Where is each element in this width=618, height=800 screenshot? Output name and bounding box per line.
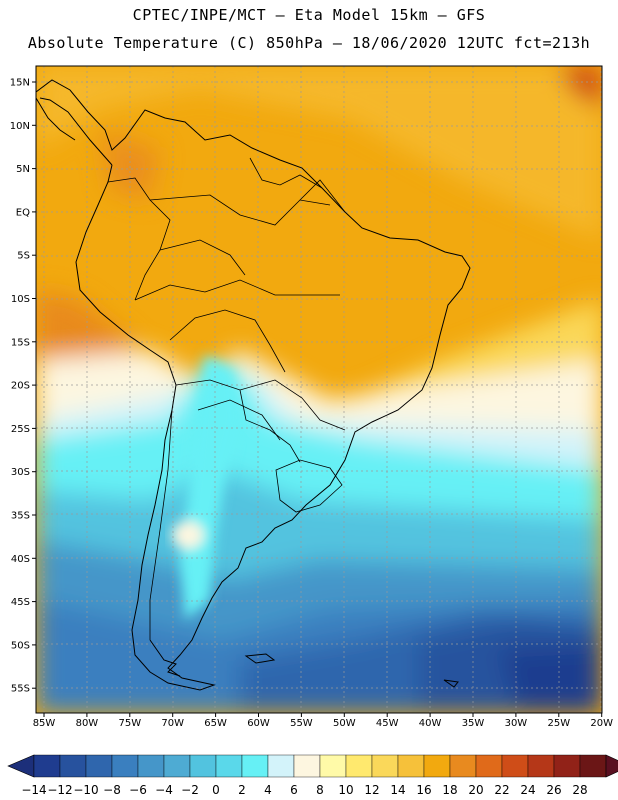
lat-label: 30S bbox=[11, 467, 30, 478]
lon-label: 75W bbox=[118, 718, 141, 729]
colorbar-swatch bbox=[449, 754, 477, 778]
colorbar-min-arrow bbox=[7, 754, 35, 778]
lat-label: EQ bbox=[16, 207, 30, 218]
colorbar-swatch bbox=[293, 754, 321, 778]
lon-label: 55W bbox=[290, 718, 313, 729]
lat-label: 10N bbox=[10, 121, 30, 132]
lat-label: 5N bbox=[16, 164, 30, 175]
colorbar-swatch bbox=[163, 754, 191, 778]
title-line-2: Absolute Temperature (C) 850hPa – 18/06/… bbox=[27, 34, 591, 52]
colorbar-swatch bbox=[85, 754, 113, 778]
colorbar-label: 22 bbox=[494, 783, 509, 797]
colorbar-label: −8 bbox=[103, 783, 121, 797]
colorbar-label: 4 bbox=[264, 783, 272, 797]
lat-label: 40S bbox=[11, 554, 30, 565]
colorbar-swatch bbox=[267, 754, 295, 778]
colorbar-swatch bbox=[501, 754, 529, 778]
lon-label: 45W bbox=[376, 718, 399, 729]
temperature-field bbox=[36, 66, 602, 713]
lon-label: 35W bbox=[462, 718, 485, 729]
lat-label: 55S bbox=[11, 684, 30, 695]
lat-label: 10S bbox=[11, 294, 30, 305]
colorbar-swatch bbox=[345, 754, 373, 778]
colorbar-label: 16 bbox=[416, 783, 431, 797]
latitude-axis: 15N 10N 5N EQ 5S 10S 15S 20S 25S 30S 35S 40S 45S 50S 5… bbox=[10, 78, 36, 695]
colorbar-swatch bbox=[553, 754, 581, 778]
lon-label: 20W bbox=[590, 718, 613, 729]
colorbar-label: 10 bbox=[338, 783, 353, 797]
gridlines bbox=[36, 66, 602, 713]
colorbar-label: 26 bbox=[546, 783, 561, 797]
colorbar-label: 28 bbox=[572, 783, 587, 797]
colorbar-label: −12 bbox=[47, 783, 72, 797]
map-frame bbox=[35, 65, 603, 714]
colorbar-label: 8 bbox=[316, 783, 324, 797]
colorbar-label: 6 bbox=[290, 783, 298, 797]
colorbar-label: 14 bbox=[390, 783, 405, 797]
lon-label: 60W bbox=[247, 718, 270, 729]
coastlines bbox=[36, 79, 471, 691]
colorbar-swatch bbox=[137, 754, 165, 778]
colorbar-label: −14 bbox=[21, 783, 46, 797]
colorbar-swatch bbox=[319, 754, 347, 778]
lat-label: 50S bbox=[11, 640, 30, 651]
lon-label: 85W bbox=[33, 718, 56, 729]
colorbar-swatch bbox=[475, 754, 503, 778]
lon-label: 80W bbox=[76, 718, 99, 729]
lon-label: 50W bbox=[333, 718, 356, 729]
colorbar-label: −10 bbox=[73, 783, 98, 797]
colorbar-swatch bbox=[241, 754, 269, 778]
colorbar-swatch bbox=[33, 754, 61, 778]
lat-label: 45S bbox=[11, 597, 30, 608]
lon-label: 40W bbox=[419, 718, 442, 729]
lat-label: 20S bbox=[11, 381, 30, 392]
colorbar-swatch bbox=[215, 754, 243, 778]
colorbar: −14 −12 −10 −8 −6 −4 −2 0 2 4 6 8 10 12 14 16 18 20 22 24 26… bbox=[7, 754, 618, 797]
colorbar-label: −2 bbox=[181, 783, 199, 797]
lat-label: 25S bbox=[11, 424, 30, 435]
colorbar-label: 12 bbox=[364, 783, 379, 797]
colorbar-label: 24 bbox=[520, 783, 535, 797]
colorbar-label: 18 bbox=[442, 783, 457, 797]
colorbar-swatch bbox=[527, 754, 555, 778]
lon-label: 65W bbox=[204, 718, 227, 729]
colorbar-swatch bbox=[59, 754, 87, 778]
lon-label: 30W bbox=[505, 718, 528, 729]
colorbar-swatch bbox=[111, 754, 139, 778]
colorbar-swatch bbox=[423, 754, 451, 778]
country-borders bbox=[107, 157, 346, 640]
colorbar-max-arrow bbox=[605, 754, 618, 778]
title-line-1: CPTEC/INPE/MCT – Eta Model 15km – GFS bbox=[132, 6, 486, 24]
lat-label: 15N bbox=[10, 78, 30, 89]
lon-label: 70W bbox=[161, 718, 184, 729]
lat-label: 35S bbox=[11, 511, 30, 522]
lon-label: 25W bbox=[547, 718, 570, 729]
longitude-axis: 85W 80W 75W 70W 65W 60W 55W 50W 45W 40W 35W 30W 25W 2… bbox=[33, 713, 613, 729]
lat-label: 5S bbox=[17, 251, 30, 262]
colorbar-swatch bbox=[189, 754, 217, 778]
colorbar-label: 20 bbox=[468, 783, 483, 797]
lat-label: 15S bbox=[11, 337, 30, 348]
colorbar-label: 0 bbox=[212, 783, 220, 797]
colorbar-label: 2 bbox=[238, 783, 246, 797]
colorbar-swatch bbox=[579, 754, 607, 778]
colorbar-label: −6 bbox=[129, 783, 147, 797]
colorbar-swatch bbox=[371, 754, 399, 778]
colorbar-label: −4 bbox=[155, 783, 173, 797]
colorbar-swatch bbox=[397, 754, 425, 778]
